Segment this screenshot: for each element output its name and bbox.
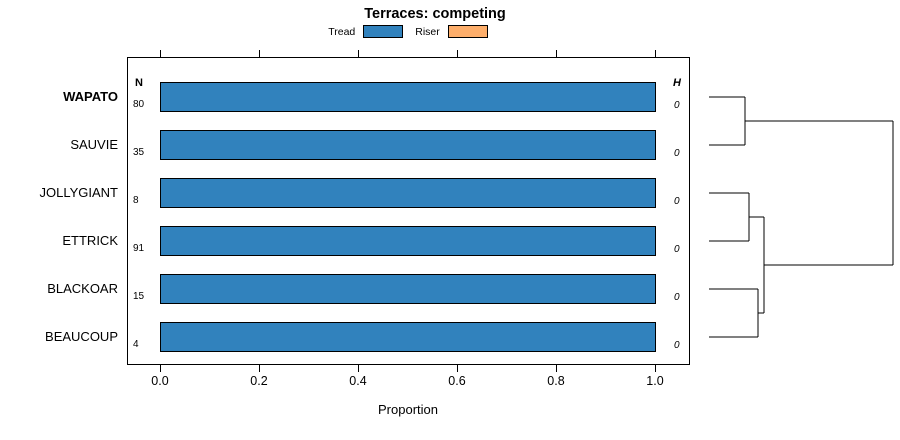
category-label-blackoar: BLACKOAR <box>47 281 118 296</box>
bar-row <box>160 226 656 256</box>
category-label-ettrick: ETTRICK <box>62 233 118 248</box>
bottom-tick <box>160 365 161 372</box>
top-tick <box>259 50 260 57</box>
x-tick-label: 0.8 <box>547 374 565 388</box>
n-column-header: N <box>135 77 143 89</box>
n-value: 4 <box>133 339 139 350</box>
n-value: 91 <box>133 243 145 254</box>
tread-bar <box>160 82 656 112</box>
bar-row <box>160 130 656 160</box>
bottom-tick <box>358 365 359 372</box>
top-tick <box>160 50 161 57</box>
bar-row <box>160 178 656 208</box>
x-tick-label: 1.0 <box>646 374 664 388</box>
category-label-beaucoup: BEAUCOUP <box>45 329 118 344</box>
bar-row <box>160 274 656 304</box>
n-value: 80 <box>133 99 145 110</box>
tread-bar <box>160 130 656 160</box>
tread-bar <box>160 178 656 208</box>
top-tick <box>655 50 656 57</box>
x-tick-label: 0.2 <box>250 374 268 388</box>
chart-title: Terraces: competing <box>364 6 506 22</box>
legend-label-riser: Riser <box>415 25 440 38</box>
h-value: 0 <box>674 100 680 111</box>
category-label-sauvie: SAUVIE <box>70 137 118 152</box>
bottom-tick <box>655 365 656 372</box>
tread-bar <box>160 322 656 352</box>
bar-row <box>160 82 656 112</box>
x-tick-label: 0.0 <box>151 374 169 388</box>
x-tick-label: 0.6 <box>448 374 466 388</box>
legend-item-riser: Riser <box>415 25 488 38</box>
bottom-tick <box>556 365 557 372</box>
x-axis-label: Proportion <box>378 402 438 417</box>
n-value: 15 <box>133 291 145 302</box>
legend: Tread Riser <box>0 25 816 38</box>
tread-bar <box>160 274 656 304</box>
h-column-header: H <box>673 77 681 89</box>
legend-item-tread: Tread <box>328 25 404 38</box>
tread-bar <box>160 226 656 256</box>
h-value: 0 <box>674 292 680 303</box>
x-tick-label: 0.4 <box>349 374 367 388</box>
h-value: 0 <box>674 196 680 207</box>
n-value: 8 <box>133 195 139 206</box>
legend-swatch-tread <box>363 25 404 38</box>
legend-swatch-riser <box>447 25 488 38</box>
category-label-wapato: WAPATO <box>63 89 118 104</box>
h-value: 0 <box>674 244 680 255</box>
h-value: 0 <box>674 148 680 159</box>
bottom-tick <box>457 365 458 372</box>
n-value: 35 <box>133 147 145 158</box>
bottom-tick <box>259 365 260 372</box>
bar-row <box>160 322 656 352</box>
h-value: 0 <box>674 340 680 351</box>
top-tick <box>358 50 359 57</box>
category-label-jollygiant: JOLLYGIANT <box>39 185 118 200</box>
top-tick <box>556 50 557 57</box>
top-tick <box>457 50 458 57</box>
legend-label-tread: Tread <box>328 25 356 38</box>
